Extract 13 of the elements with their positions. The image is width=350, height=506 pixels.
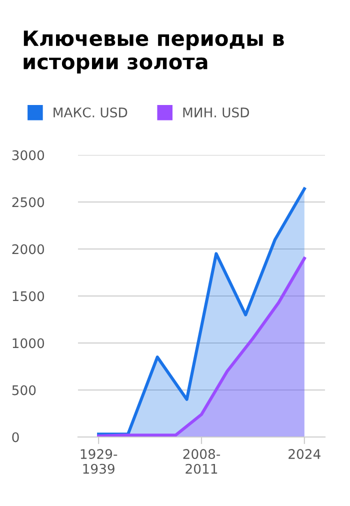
y-tick-label: 2000 (12, 244, 44, 254)
y-tick-label: 0 (12, 432, 19, 442)
y-tick-label: 2500 (12, 197, 44, 208)
x-tick-label: 2008- 2011 (183, 449, 220, 474)
legend-label: МАКС. USD (54, 107, 128, 118)
chart-title: Ключевые периоды в истории золота (24, 30, 284, 74)
y-tick-label: 1000 (12, 338, 44, 348)
y-tick-label: 1500 (12, 291, 44, 302)
y-tick-label: 3000 (12, 150, 44, 160)
x-tick-label: 1929- 1939 (80, 449, 118, 474)
legend-label: МИН. USD (183, 107, 249, 118)
x-tick-label: 2024 (288, 449, 320, 460)
y-tick-label: 500 (12, 385, 36, 396)
